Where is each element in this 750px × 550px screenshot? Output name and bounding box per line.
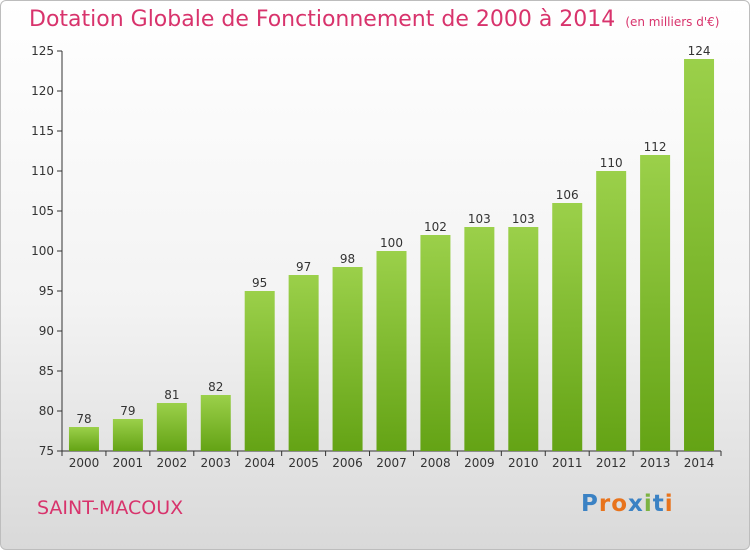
logo-letter: x bbox=[628, 491, 644, 517]
bar bbox=[288, 275, 319, 451]
data-label: 82 bbox=[208, 380, 223, 394]
x-tick-label: 2001 bbox=[113, 456, 144, 470]
data-label: 102 bbox=[424, 220, 447, 234]
x-tick-label: 2013 bbox=[640, 456, 671, 470]
data-label: 124 bbox=[688, 44, 711, 58]
bar bbox=[552, 203, 583, 451]
data-label: 106 bbox=[556, 188, 579, 202]
chart-labels: 78 2000 79 2001 81 2002 82 2003 95 2004 97 2005 98 20… bbox=[69, 44, 715, 470]
bar bbox=[464, 227, 495, 451]
logo-letter: i bbox=[643, 491, 653, 517]
chart-axes: 75 80 85 90 95 100 105 110 115 120 125 bbox=[31, 44, 722, 458]
bar bbox=[244, 291, 275, 451]
chart-title-text: Dotation Globale de Fonctionnement de 20… bbox=[29, 7, 616, 32]
bar bbox=[596, 171, 627, 451]
bar bbox=[112, 419, 143, 451]
logo-letter: o bbox=[611, 491, 629, 517]
x-tick-label: 2009 bbox=[464, 456, 495, 470]
data-label: 100 bbox=[380, 236, 403, 250]
y-tick-label: 120 bbox=[31, 84, 54, 98]
bar bbox=[420, 235, 451, 451]
y-tick-label: 95 bbox=[39, 284, 54, 298]
x-tick-label: 2011 bbox=[552, 456, 583, 470]
x-tick-label: 2008 bbox=[420, 456, 451, 470]
data-label: 79 bbox=[120, 404, 135, 418]
chart-title: Dotation Globale de Fonctionnement de 20… bbox=[29, 7, 719, 32]
x-tick-label: 2005 bbox=[288, 456, 319, 470]
logo-letter: r bbox=[598, 491, 612, 517]
data-label: 98 bbox=[340, 252, 355, 266]
bar bbox=[200, 395, 231, 451]
logo-letter: P bbox=[581, 491, 599, 517]
data-label: 97 bbox=[296, 260, 311, 274]
y-tick-label: 105 bbox=[31, 204, 54, 218]
x-tick-label: 2002 bbox=[157, 456, 188, 470]
bar bbox=[332, 267, 363, 451]
y-tick-label: 100 bbox=[31, 244, 54, 258]
bar bbox=[508, 227, 539, 451]
bar bbox=[376, 251, 407, 451]
logo-letter: i bbox=[664, 491, 674, 517]
chart-unit: (en milliers d'€) bbox=[625, 15, 720, 29]
y-tick-label: 115 bbox=[31, 124, 54, 138]
x-tick-label: 2004 bbox=[244, 456, 275, 470]
x-tick-label: 2014 bbox=[684, 456, 715, 470]
y-tick-label: 90 bbox=[39, 324, 54, 338]
x-tick-label: 2000 bbox=[69, 456, 100, 470]
data-label: 103 bbox=[512, 212, 535, 226]
bar bbox=[684, 59, 715, 451]
commune-name: SAINT-MACOUX bbox=[37, 497, 184, 519]
proxiti-logo[interactable]: Proxiti bbox=[581, 491, 674, 517]
x-tick-label: 2003 bbox=[200, 456, 231, 470]
y-tick-label: 85 bbox=[39, 364, 54, 378]
data-label: 81 bbox=[164, 388, 179, 402]
y-tick-label: 125 bbox=[31, 44, 54, 58]
data-label: 112 bbox=[644, 140, 667, 154]
data-label: 103 bbox=[468, 212, 491, 226]
bar bbox=[156, 403, 187, 451]
data-label: 110 bbox=[600, 156, 623, 170]
bar bbox=[68, 427, 99, 451]
x-tick-label: 2006 bbox=[332, 456, 363, 470]
x-tick-label: 2007 bbox=[376, 456, 407, 470]
y-tick-label: 75 bbox=[39, 444, 54, 458]
y-tick-label: 80 bbox=[39, 404, 54, 418]
data-label: 95 bbox=[252, 276, 267, 290]
data-label: 78 bbox=[76, 412, 91, 426]
y-tick-label: 110 bbox=[31, 164, 54, 178]
chart-bars bbox=[68, 59, 715, 451]
logo-letter: t bbox=[652, 491, 665, 517]
x-tick-label: 2010 bbox=[508, 456, 539, 470]
bar bbox=[640, 155, 671, 451]
x-tick-label: 2012 bbox=[596, 456, 627, 470]
